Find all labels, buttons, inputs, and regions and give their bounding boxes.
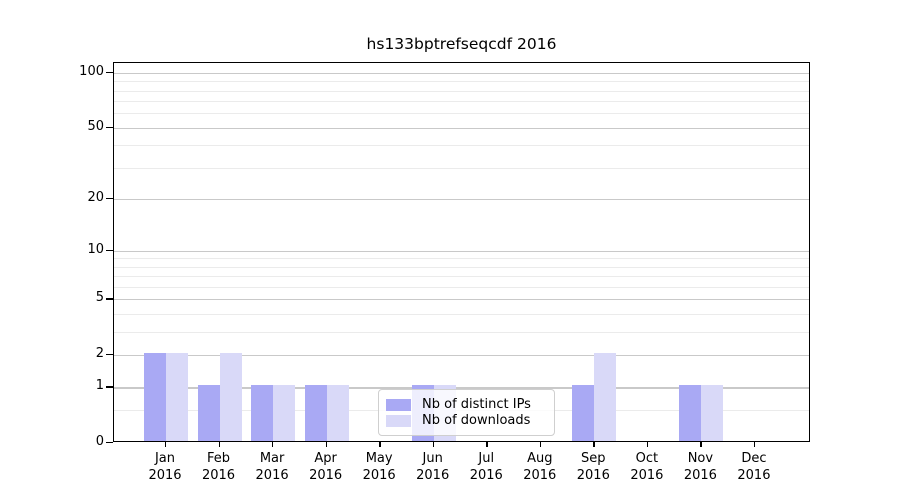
x-tick-label-mar: Mar 2016 bbox=[255, 451, 289, 483]
x-tick-mark-may bbox=[379, 442, 381, 447]
y-tick-label-20: 20 bbox=[87, 189, 104, 205]
legend-swatch-downloads-icon bbox=[386, 415, 411, 427]
minor-gridline-7 bbox=[114, 276, 809, 278]
x-tick-mark-sep bbox=[593, 442, 595, 447]
x-tick-mark-dec bbox=[753, 442, 756, 447]
x-tick-label-aug: Aug 2016 bbox=[523, 451, 557, 483]
x-tick-mark-feb bbox=[218, 442, 220, 447]
major-gridline-50 bbox=[114, 127, 809, 129]
plot-area bbox=[113, 62, 810, 442]
y-tick-mark-10 bbox=[106, 249, 113, 252]
minor-gridline-3 bbox=[114, 331, 809, 333]
x-tick-mark-jun bbox=[432, 442, 435, 447]
y-tick-mark-100 bbox=[106, 71, 113, 74]
y-tick-label-2: 2 bbox=[95, 345, 104, 361]
y-tick-label-50: 50 bbox=[87, 118, 104, 134]
bar-nb-of-distinct-ips-apr bbox=[304, 385, 327, 441]
legend-label-downloads: Nb of downloads bbox=[422, 413, 531, 428]
legend: Nb of distinct IPs Nb of downloads bbox=[378, 389, 555, 436]
major-gridline-2 bbox=[114, 354, 809, 357]
x-tick-label-oct: Oct 2016 bbox=[630, 451, 664, 483]
x-tick-mark-oct bbox=[646, 442, 649, 447]
minor-gridline-8 bbox=[114, 266, 809, 268]
bar-nb-of-downloads-mar bbox=[273, 385, 296, 441]
bar-nb-of-distinct-ips-jan bbox=[144, 352, 166, 441]
x-tick-mark-mar bbox=[272, 442, 274, 447]
y-tick-label-100: 100 bbox=[79, 63, 104, 79]
bar-nb-of-distinct-ips-mar bbox=[251, 385, 274, 441]
x-tick-mark-nov bbox=[700, 442, 702, 447]
x-tick-mark-apr bbox=[325, 442, 327, 447]
bar-nb-of-downloads-sep bbox=[594, 352, 617, 441]
y-tick-mark-0 bbox=[106, 442, 113, 444]
x-tick-label-jul: Jul 2016 bbox=[469, 451, 503, 483]
major-gridline-1 bbox=[114, 387, 809, 389]
y-tick-mark-1 bbox=[106, 386, 113, 388]
bar-nb-of-distinct-ips-nov bbox=[679, 385, 702, 441]
bar-nb-of-downloads-jan bbox=[166, 352, 188, 441]
legend-item-distinct-ips: Nb of distinct IPs bbox=[386, 397, 546, 413]
minor-gridline-40 bbox=[114, 145, 809, 147]
y-tick-label-5: 5 bbox=[95, 290, 104, 306]
minor-gridline-30 bbox=[114, 167, 809, 169]
major-gridline-20 bbox=[114, 198, 809, 201]
x-tick-mark-aug bbox=[539, 442, 542, 447]
bar-nb-of-downloads-feb bbox=[219, 352, 242, 441]
legend-label-distinct-ips: Nb of distinct IPs bbox=[422, 397, 531, 412]
y-tick-mark-20 bbox=[106, 197, 113, 200]
major-gridline-100 bbox=[114, 72, 809, 75]
x-tick-label-feb: Feb 2016 bbox=[201, 451, 236, 483]
bar-nb-of-downloads-nov bbox=[701, 385, 724, 441]
y-tick-mark-5 bbox=[106, 298, 113, 300]
minor-gridline-90 bbox=[114, 81, 809, 83]
minor-gridline-60 bbox=[114, 113, 809, 115]
x-tick-label-apr: Apr 2016 bbox=[309, 451, 343, 483]
y-tick-label-0: 0 bbox=[95, 434, 104, 449]
bar-nb-of-downloads-apr bbox=[326, 385, 349, 441]
x-tick-label-may: May 2016 bbox=[362, 451, 396, 483]
x-tick-label-nov: Nov 2016 bbox=[683, 451, 717, 483]
x-tick-label-jun: Jun 2016 bbox=[416, 451, 450, 483]
major-gridline-10 bbox=[114, 250, 809, 252]
minor-gridline-6 bbox=[114, 286, 809, 288]
minor-gridline-80 bbox=[114, 90, 809, 92]
minor-gridline-9 bbox=[114, 258, 809, 260]
x-tick-label-dec: Dec 2016 bbox=[737, 451, 771, 483]
chart-title: hs133bptrefseqcdf 2016 bbox=[366, 35, 557, 53]
y-tick-label-10: 10 bbox=[87, 241, 104, 257]
x-tick-label-sep: Sep 2016 bbox=[576, 451, 610, 483]
legend-item-downloads: Nb of downloads bbox=[386, 413, 546, 429]
x-tick-label-jan: Jan 2016 bbox=[148, 451, 182, 483]
minor-gridline-4 bbox=[114, 313, 809, 315]
x-tick-mark-jan bbox=[165, 442, 167, 447]
legend-swatch-distinct-ips-icon bbox=[386, 399, 411, 411]
x-tick-mark-jul bbox=[486, 442, 488, 447]
minor-gridline-70 bbox=[114, 101, 809, 103]
y-tick-mark-50 bbox=[106, 126, 113, 129]
y-tick-mark-2 bbox=[106, 353, 113, 356]
major-gridline-5 bbox=[114, 299, 809, 301]
bar-nb-of-distinct-ips-sep bbox=[572, 385, 595, 441]
y-tick-label-1: 1 bbox=[95, 378, 104, 394]
bar-nb-of-distinct-ips-feb bbox=[197, 385, 220, 441]
